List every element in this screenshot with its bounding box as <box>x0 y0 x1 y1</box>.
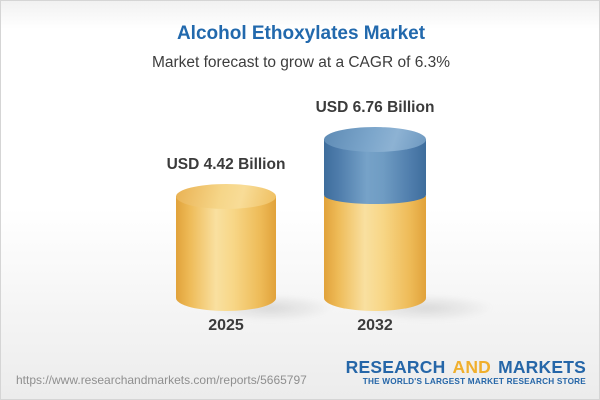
logo-word-and: AND <box>452 357 491 377</box>
bar-value-label-2032: USD 6.76 Billion <box>315 99 435 116</box>
bar-value-label-2025: USD 4.42 Billion <box>166 156 286 173</box>
x-axis-label-2025: 2025 <box>208 317 244 334</box>
bar-cylinder-2032 <box>324 127 426 311</box>
logo-wordmark: RESEARCH AND MARKETS <box>346 358 586 376</box>
bar-cylinder-2025 <box>176 184 276 311</box>
cylinder-top-ellipse-2032 <box>324 127 426 152</box>
cylinder-top-ellipse-2025 <box>176 184 276 209</box>
cylinder-base-segment-2032 <box>324 196 426 311</box>
chart-subtitle: Market forecast to grow at a CAGR of 6.3… <box>151 54 451 71</box>
logo-word-research: RESEARCH <box>345 357 446 377</box>
cylinder-body-2025 <box>176 196 276 311</box>
logo-word-markets: MARKETS <box>498 357 586 377</box>
x-axis-label-2032: 2032 <box>357 317 393 334</box>
chart-title: Alcohol Ethoxylates Market <box>176 23 426 44</box>
source-url: https://www.researchandmarkets.com/repor… <box>16 373 307 387</box>
research-and-markets-logo: RESEARCH AND MARKETS THE WORLD'S LARGEST… <box>346 358 586 387</box>
logo-tagline: THE WORLD'S LARGEST MARKET RESEARCH STOR… <box>362 377 586 387</box>
